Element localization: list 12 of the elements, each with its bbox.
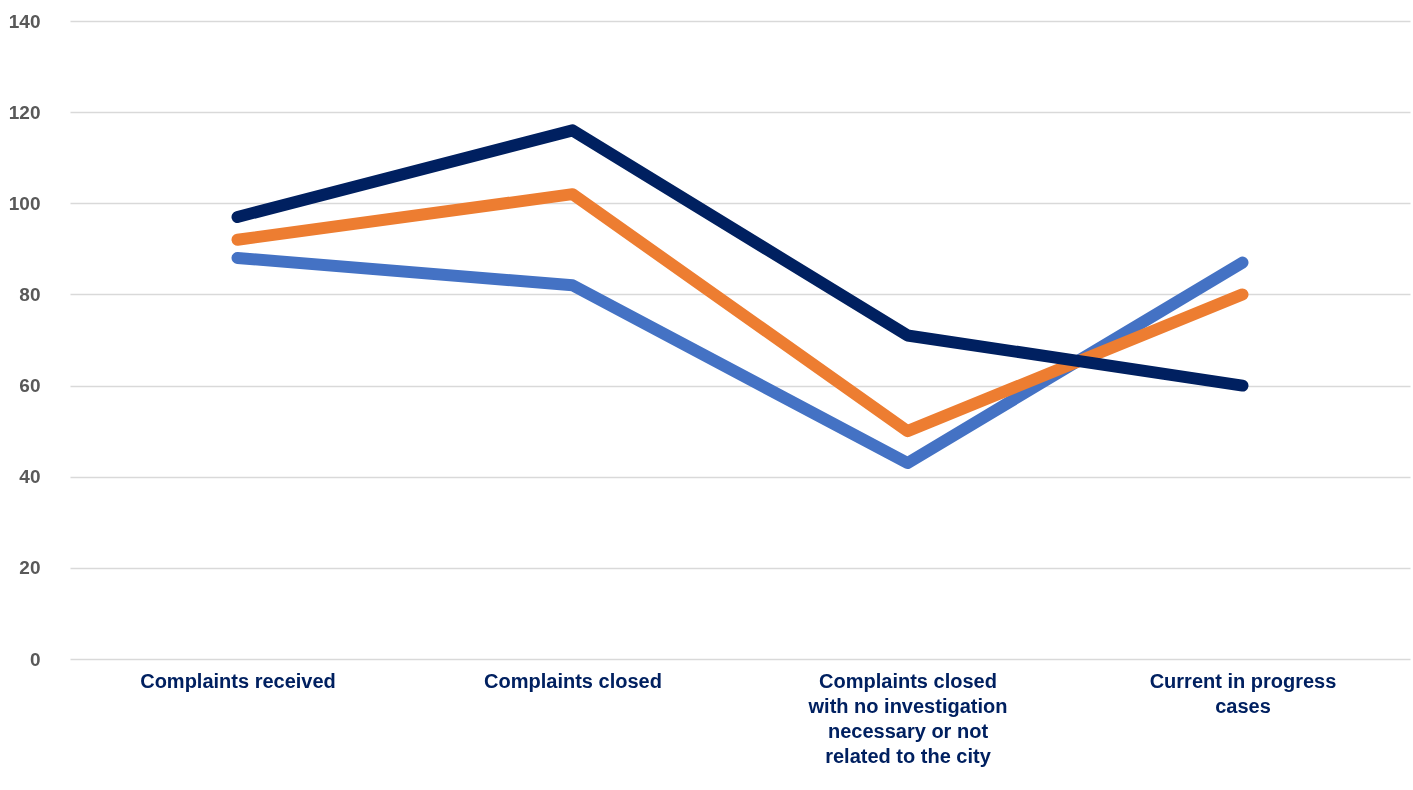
y-tick-label: 140: [8, 10, 41, 32]
y-tick-label: 120: [8, 101, 41, 123]
y-tick-label: 40: [19, 466, 41, 488]
y-tick-label: 100: [8, 192, 41, 214]
x-tick-label: Complaints closed with no investigation necessary or not related to the city: [807, 669, 1008, 767]
y-tick-label: 0: [29, 648, 41, 670]
x-tick-label: Complaints received: [140, 669, 336, 692]
x-tick-label: Current in progress cases: [1149, 669, 1337, 717]
y-tick-label: 80: [19, 283, 41, 305]
y-tick-label: 20: [19, 557, 41, 579]
y-tick-label: 60: [19, 375, 41, 397]
x-tick-label: Complaints closed: [484, 669, 662, 692]
